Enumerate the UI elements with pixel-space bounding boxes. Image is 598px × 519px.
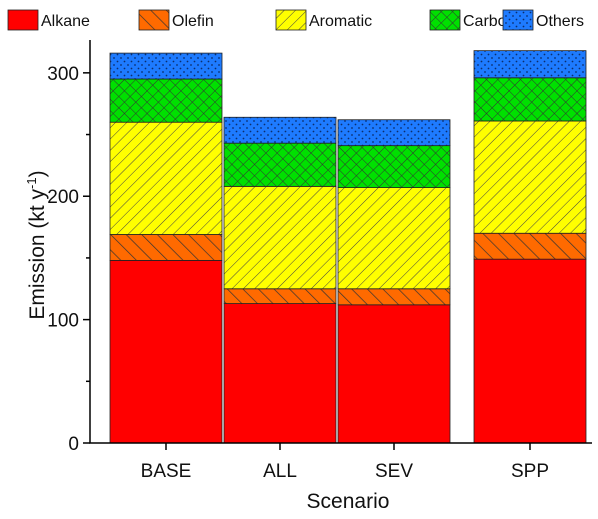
x-axis-title: Scenario [307, 490, 390, 513]
y-axis-title-superscript: -1 [24, 177, 39, 189]
y-axis-title-main: Emission (kt y [26, 188, 49, 319]
x-tick-label-base: BASE [141, 461, 192, 482]
bar-spp-olefin [473, 232, 587, 260]
legend-swatch-olefin [138, 9, 170, 31]
x-tick-label-all: ALL [263, 461, 297, 482]
legend: Alkane Olefin Aromatic Carbonyl Others [7, 9, 584, 31]
y-axis-ticks: 0 100 200 300 [47, 64, 90, 455]
bar-base-others [109, 52, 223, 80]
legend-swatch-alkane [7, 9, 39, 31]
bar-base-alkane [109, 259, 223, 444]
bars [109, 50, 587, 444]
bar-sev-carbonyl [337, 145, 451, 188]
legend-label-aromatic: Aromatic [309, 13, 372, 30]
bar-sev-others [337, 119, 451, 147]
legend-label-olefin: Olefin [172, 13, 214, 30]
bar-sev-olefin [337, 288, 451, 306]
bar-base-carbonyl [109, 78, 223, 123]
bar-base-aromatic [109, 121, 223, 235]
legend-label-others: Others [536, 13, 584, 30]
x-tick-label-spp: SPP [511, 461, 549, 482]
x-axis-ticks: BASE ALL SEV SPP [141, 443, 549, 482]
bar-all-olefin [223, 288, 337, 304]
x-tick-label-sev: SEV [375, 461, 413, 482]
bar-sev-alkane [337, 304, 451, 444]
bar-spp-aromatic [473, 120, 587, 234]
legend-swatch-others [502, 9, 534, 31]
y-axis-title-end: ) [26, 170, 49, 177]
bar-spp-others [473, 50, 587, 79]
bar-spp-carbonyl [473, 77, 587, 122]
bar-spp-alkane [473, 258, 587, 444]
y-tick-label-100: 100 [47, 311, 79, 332]
bar-sev-aromatic [337, 187, 451, 290]
y-tick-label-200: 200 [47, 187, 79, 208]
legend-swatch-carbonyl [429, 9, 461, 31]
y-tick-label-0: 0 [68, 434, 79, 455]
bar-all-aromatic [223, 185, 337, 290]
bar-all-carbonyl [223, 142, 337, 187]
bar-all-alkane [223, 303, 337, 444]
bar-all-others [223, 116, 337, 144]
bar-base-olefin [109, 234, 223, 261]
legend-swatch-aromatic [275, 9, 307, 31]
legend-label-alkane: Alkane [41, 13, 90, 30]
y-axis-title: Emission (kt y-1) [24, 170, 49, 319]
y-tick-label-300: 300 [47, 64, 79, 85]
